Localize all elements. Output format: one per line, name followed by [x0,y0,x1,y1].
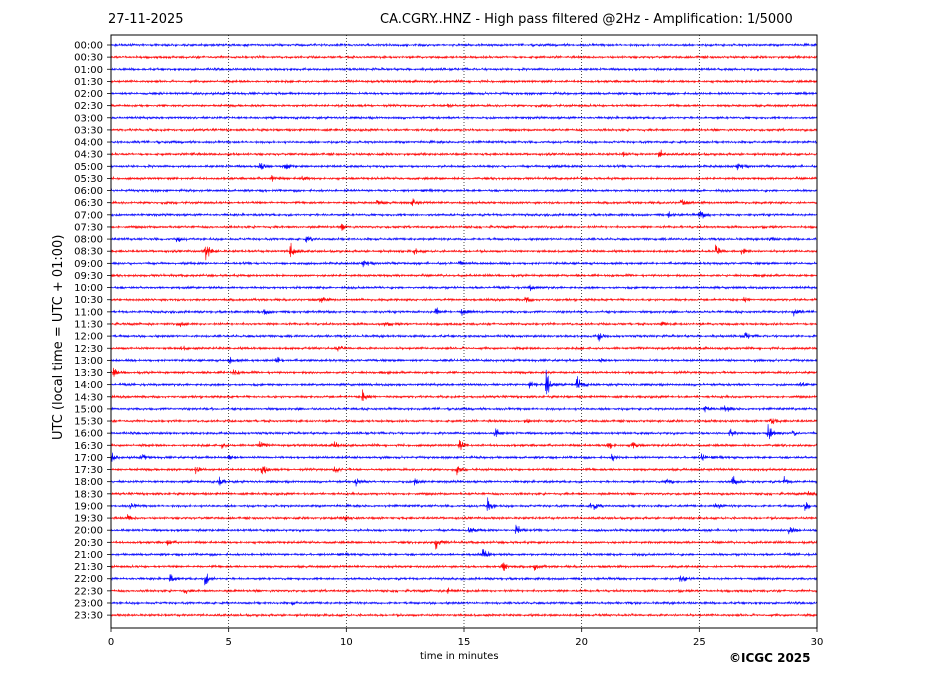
copyright-label: ©ICGC 2025 [729,651,811,665]
y-tick-label: 10:00 [74,283,103,294]
trace-0530 [110,174,818,182]
y-tick-label: 20:00 [74,526,103,537]
y-tick-label: 08:00 [74,235,103,246]
y-tick-label: 01:30 [74,77,103,88]
trace-1500 [110,405,818,413]
trace-1730 [110,466,818,476]
y-tick-label: 12:00 [74,332,103,343]
y-tick-label: 15:00 [74,404,103,415]
y-tick-label: 18:00 [74,477,103,488]
x-tick-label: 25 [693,637,706,648]
y-tick-label: 05:00 [74,162,103,173]
y-tick-label: 14:00 [74,380,103,391]
trace-0600 [110,187,818,194]
x-tick-label: 15 [458,637,471,648]
y-axis-label: UTC (local time = UTC + 01:00) [51,234,66,440]
trace-0630 [110,198,818,207]
trace-0130 [110,78,818,84]
minute-gridlines [228,35,700,628]
y-tick-label: 11:00 [74,307,103,318]
y-tick-label: 00:30 [74,53,103,64]
trace-0200 [110,90,818,97]
trace-1400 [110,369,818,395]
y-tick-label: 01:00 [74,65,103,76]
y-tick-label: 08:30 [74,247,103,258]
y-tick-label: 04:00 [74,138,103,149]
y-tick-label: 23:00 [74,598,103,609]
y-tick-label: 15:30 [74,417,103,428]
y-tick-label: 06:00 [74,186,103,197]
trace-1530 [110,418,818,425]
y-tick-label: 03:30 [74,125,103,136]
trace-1800 [110,475,818,487]
y-tick-label: 06:30 [74,198,103,209]
y-tick-label: 17:30 [74,465,103,476]
trace-1930 [110,514,818,522]
trace-1630 [110,439,818,451]
trace-0230 [110,103,818,109]
y-tick-label: 21:30 [74,562,103,573]
trace-1430 [110,389,818,402]
y-tick-label: 03:00 [74,113,103,124]
y-tick-label: 02:30 [74,101,103,112]
trace-0700 [110,210,818,219]
trace-0400 [110,139,818,145]
x-axis-label: time in minutes [420,651,499,662]
x-tick-label: 20 [575,637,588,648]
y-tick-label: 22:30 [74,586,103,597]
trace-0330 [110,127,818,133]
trace-0300 [110,115,818,121]
x-axis-ticks: 0 5 10 15 20 25 30 [108,628,824,648]
x-tick-label: 10 [340,637,353,648]
trace-1900 [110,497,818,511]
y-tick-label: 19:00 [74,501,103,512]
y-axis-ticks: 00:0000:3001:0001:3002:0002:3003:0003:30… [74,41,111,622]
y-tick-label: 19:30 [74,514,103,525]
y-tick-label: 12:30 [74,344,103,355]
y-tick-label: 07:30 [74,222,103,233]
y-tick-label: 13:00 [74,356,103,367]
trace-0430 [110,149,818,158]
trace-2100 [110,549,818,557]
y-tick-label: 20:30 [74,538,103,549]
y-tick-label: 13:30 [74,368,103,379]
y-tick-label: 18:30 [74,489,103,500]
trace-0000 [110,42,818,48]
y-tick-label: 14:30 [74,392,103,403]
chart-title: CA.CGRY..HNZ - High pass filtered @2Hz -… [380,12,793,27]
date-label: 27-11-2025 [108,12,184,27]
y-tick-label: 16:00 [74,429,103,440]
y-tick-label: 09:30 [74,271,103,282]
trace-1200 [110,332,818,342]
y-tick-label: 10:30 [74,295,103,306]
y-tick-label: 04:30 [74,150,103,161]
y-tick-label: 00:00 [74,41,103,52]
trace-2300 [110,600,818,606]
y-tick-label: 21:00 [74,550,103,561]
y-tick-label: 16:30 [74,441,103,452]
y-tick-label: 02:00 [74,89,103,100]
trace-1700 [110,452,818,462]
trace-1230 [110,345,818,352]
y-tick-label: 17:00 [74,453,103,464]
x-tick-label: 5 [225,637,231,648]
y-tick-label: 09:00 [74,259,103,270]
trace-2000 [110,524,818,535]
y-tick-label: 11:30 [74,319,103,330]
trace-1330 [110,367,818,377]
y-tick-label: 23:30 [74,611,103,622]
y-tick-label: 05:30 [74,174,103,185]
y-tick-label: 07:00 [74,210,103,221]
x-tick-label: 30 [811,637,824,648]
x-tick-label: 0 [108,637,114,648]
y-tick-label: 22:00 [74,574,103,585]
